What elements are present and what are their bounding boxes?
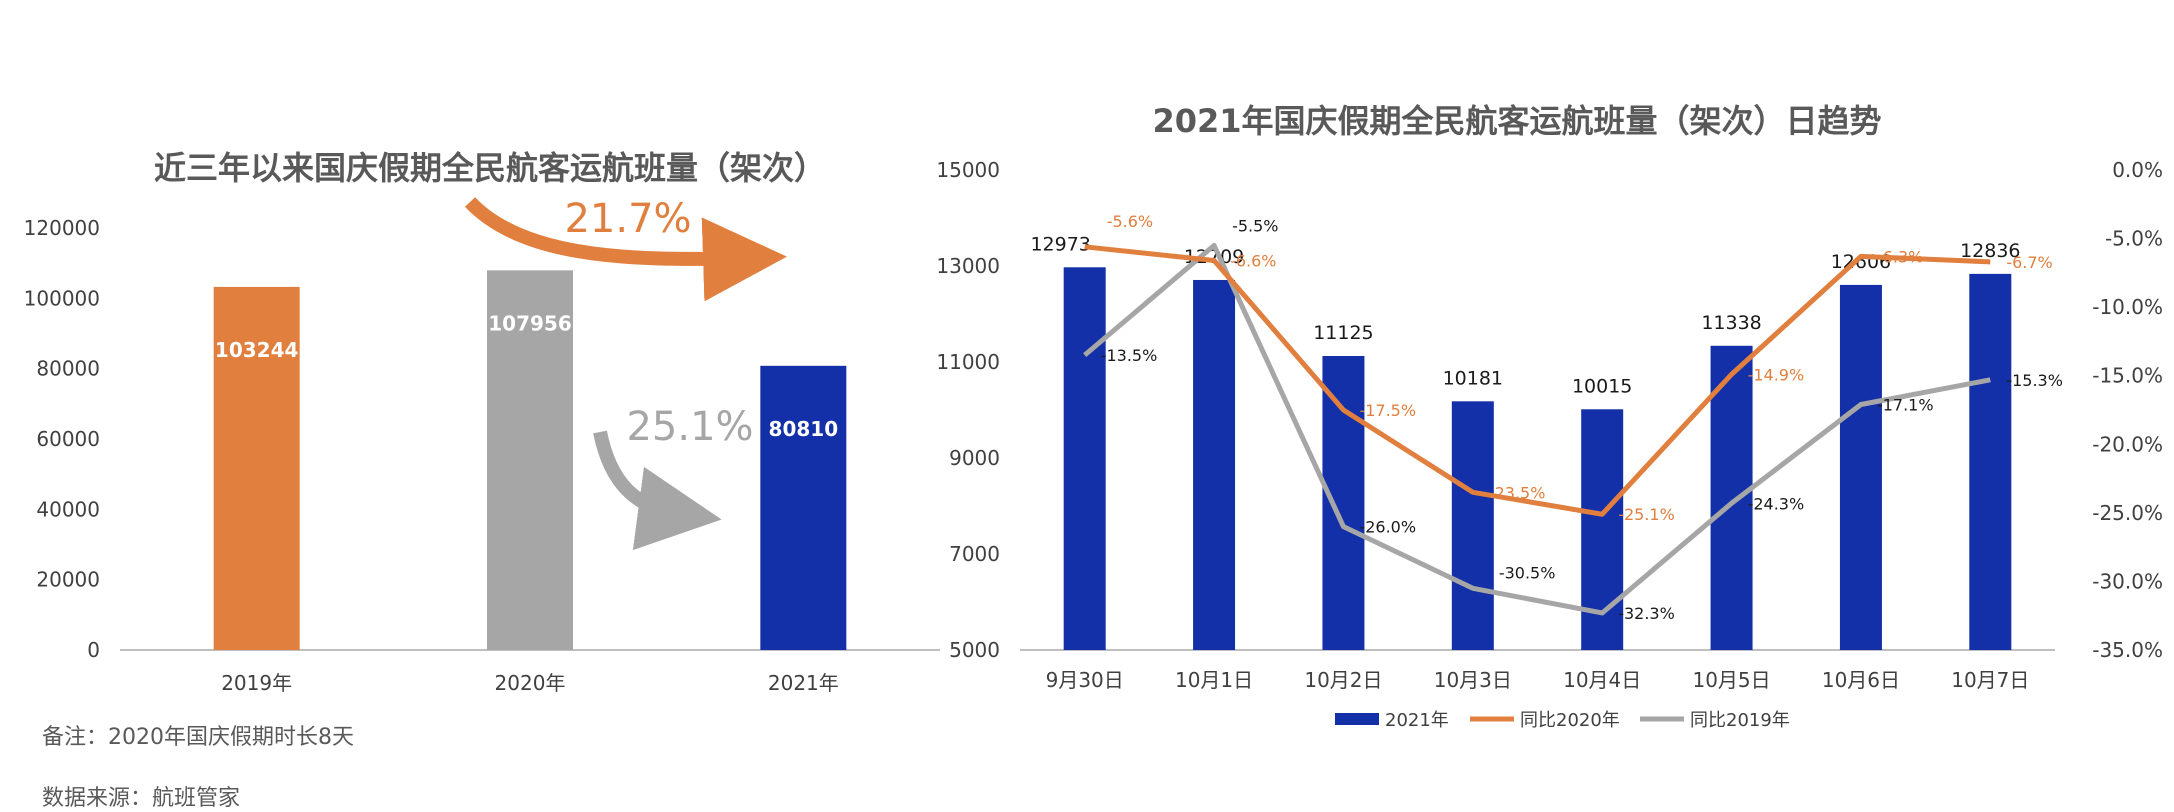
left-y-tick-label: 20000 — [36, 568, 100, 592]
daily-bar-value-label: 11338 — [1701, 312, 1761, 334]
growth-annotation: 21.7% — [564, 196, 691, 242]
right-x-tick-label: 10月6日 — [1822, 668, 1900, 692]
legend-swatch — [1335, 713, 1379, 725]
line-point-label: -6.6% — [1230, 252, 1276, 271]
left-bar-value-label: 80810 — [769, 417, 839, 441]
decline-arrow — [593, 430, 722, 551]
right-x-tick-label: 10月4日 — [1563, 668, 1641, 692]
right-y-tick-label: 15000 — [936, 158, 1000, 182]
daily-bar-0 — [1063, 267, 1106, 650]
line-point-label: -23.5% — [1489, 483, 1546, 502]
left-bar-chart: 近三年以来国庆假期全民航客运航班量（架次） 0 20000 40000 60000 80… — [24, 149, 940, 811]
line-point-label: -6.3% — [1877, 247, 1923, 266]
left-y-tick-label: 80000 — [36, 357, 100, 381]
right-y-tick-label: 5000 — [949, 638, 1000, 662]
legend-label: 2021年 — [1385, 710, 1449, 731]
daily-bar-value-label: 12973 — [1030, 233, 1090, 255]
growth-arrow — [464, 197, 787, 302]
left-bar-value-label: 107956 — [488, 311, 572, 335]
right-y2-tick-label: -10.0% — [2092, 295, 2163, 319]
right-combo-chart: 2021年国庆假期全民航客运航班量（架次）日趋势 5000 7000 9000 110… — [936, 102, 2163, 731]
right-y2-tick-label: -30.0% — [2092, 569, 2163, 593]
left-y-tick-label: 100000 — [24, 286, 100, 310]
line-point-label: -17.5% — [1359, 401, 1416, 420]
remark-note: 备注：2020年国庆假期时长8天 — [42, 725, 354, 750]
line-point-label: -6.7% — [2006, 253, 2052, 272]
line-point-label: -24.3% — [1748, 494, 1805, 513]
left-y-tick-label: 40000 — [36, 497, 100, 521]
line-point-label: -15.3% — [2006, 371, 2063, 390]
right-x-tick-label: 10月3日 — [1434, 668, 1512, 692]
right-x-tick-label: 9月30日 — [1046, 668, 1124, 692]
daily-bar-value-label: 10015 — [1572, 375, 1632, 397]
line-vs-2020 — [1084, 244, 1991, 517]
right-y2-tick-label: -25.0% — [2092, 501, 2163, 525]
line-vs-2019 — [1083, 242, 1991, 616]
left-y-tick-label: 0 — [87, 638, 100, 662]
left-x-tick-label: 2020年 — [495, 671, 566, 695]
left-bar-value-label: 103244 — [215, 338, 299, 362]
line-point-label: -14.9% — [1748, 365, 1805, 384]
right-y2-tick-label: -15.0% — [2092, 364, 2163, 388]
left-chart-title: 近三年以来国庆假期全民航客运航班量（架次） — [154, 149, 826, 187]
legend-label: 同比2019年 — [1690, 710, 1790, 731]
daily-bar-7 — [1969, 273, 2012, 650]
daily-bar-6 — [1839, 284, 1882, 650]
right-x-tick-label: 10月7日 — [1951, 668, 2029, 692]
left-x-tick-label: 2019年 — [221, 671, 292, 695]
right-y-tick-label: 13000 — [936, 254, 1000, 278]
left-y-tick-label: 120000 — [24, 216, 100, 240]
right-y2-tick-label: -35.0% — [2092, 638, 2163, 662]
right-chart-title: 2021年国庆假期全民航客运航班量（架次）日趋势 — [1152, 102, 1881, 140]
left-y-tick-label: 60000 — [36, 427, 100, 451]
line-point-label: -13.5% — [1101, 346, 1158, 365]
line-point-label: -17.1% — [1877, 396, 1934, 415]
left-bar-2 — [760, 365, 847, 650]
left-bar-1 — [487, 270, 573, 650]
daily-bar-1 — [1193, 279, 1236, 650]
source-note: 数据来源：航班管家 — [42, 786, 240, 811]
daily-bar-value-label: 12709 — [1184, 246, 1244, 268]
left-x-tick-label: 2021年 — [768, 671, 839, 695]
right-x-tick-label: 10月5日 — [1692, 668, 1770, 692]
line-point-label: -25.1% — [1618, 505, 1675, 524]
right-y2-tick-label: -20.0% — [2092, 432, 2163, 456]
line-point-label: -30.5% — [1499, 563, 1556, 582]
line-point-label: -26.0% — [1359, 518, 1416, 537]
line-point-label: -5.5% — [1232, 216, 1278, 235]
line-point-label: -32.3% — [1618, 604, 1675, 623]
right-x-tick-label: 10月1日 — [1175, 668, 1253, 692]
daily-bar-value-label: 12836 — [1960, 240, 2020, 262]
right-y2-tick-label: 0.0% — [2112, 158, 2163, 182]
line-point-label: -5.6% — [1107, 212, 1153, 231]
daily-bar-2 — [1322, 356, 1365, 650]
right-y-tick-label: 7000 — [949, 542, 1000, 566]
right-y-tick-label: 9000 — [949, 446, 1000, 470]
daily-bar-5 — [1710, 345, 1753, 650]
right-x-tick-label: 10月2日 — [1304, 668, 1382, 692]
left-bar-0 — [213, 286, 300, 650]
daily-bar-3 — [1451, 401, 1494, 650]
decline-annotation: 25.1% — [626, 404, 753, 450]
legend: 2021年 同比2020年 同比2019年 — [1335, 710, 1790, 731]
right-y-tick-label: 11000 — [936, 350, 1000, 374]
legend-label: 同比2020年 — [1520, 710, 1620, 731]
daily-bar-value-label: 10181 — [1443, 367, 1503, 389]
daily-bar-value-label: 11125 — [1313, 322, 1373, 344]
right-y2-tick-label: -5.0% — [2105, 227, 2163, 251]
